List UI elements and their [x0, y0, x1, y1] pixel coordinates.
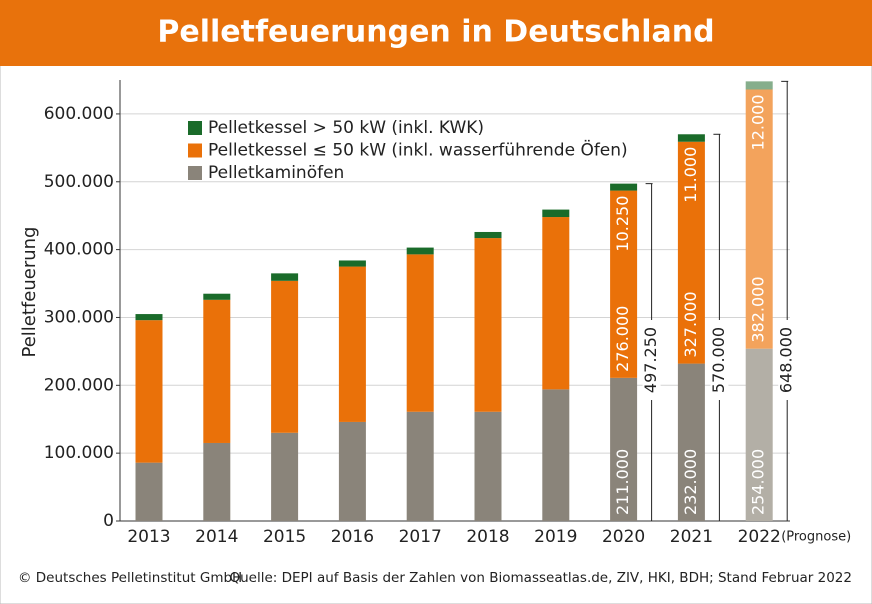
x-tick-label: 2019: [534, 527, 577, 547]
bar-segment: [610, 377, 638, 521]
bar-segment: [338, 421, 366, 521]
bar-segment: [610, 190, 638, 378]
x-tick-label: 2021: [670, 527, 713, 547]
bar-segment: [745, 89, 773, 349]
x-tick-label: 2014: [195, 527, 238, 547]
copyright: © Deutsches Pelletinstitut GmbH: [18, 570, 242, 586]
bar-segment: [135, 462, 163, 521]
value-label: 211.000: [613, 449, 632, 515]
bar-segment: [677, 141, 705, 364]
x-tick-label: 2022: [738, 527, 781, 547]
value-label: 254.000: [749, 449, 768, 515]
value-label: 11.000: [681, 147, 700, 203]
x-tick-label: 2018: [466, 527, 509, 547]
bar-segment: [542, 209, 570, 218]
bar-segment: [203, 442, 231, 521]
value-label: 276.000: [613, 306, 632, 372]
legend-swatch: [188, 143, 202, 158]
bar-segment: [203, 293, 231, 300]
legend-swatch: [188, 166, 202, 180]
legend-swatch: [188, 121, 202, 135]
value-label: 327.000: [681, 291, 700, 357]
bar-segment: [406, 247, 434, 255]
total-label-bg: [710, 320, 729, 400]
bar-segment: [745, 348, 773, 521]
bar-segment: [542, 217, 570, 390]
value-label: 10.250: [613, 196, 632, 252]
total-label-bg: [642, 320, 661, 400]
y-tick-label: 600.000: [44, 104, 114, 124]
bar-segment: [542, 389, 570, 521]
bar-segment: [203, 299, 231, 443]
bar-segment: [677, 134, 705, 142]
value-label: 12.000: [749, 94, 768, 150]
bar-segment: [474, 411, 502, 521]
bar-segment: [271, 280, 299, 433]
legend-label: Pelletkessel > 50 kW (inkl. KWK): [208, 118, 484, 138]
total-label: 570.000: [709, 327, 728, 393]
bar-segment: [135, 314, 163, 321]
header: [0, 0, 872, 66]
forecast-label: (Prognose): [781, 530, 851, 545]
value-label: 382.000: [749, 276, 768, 342]
bar-segment: [677, 363, 705, 521]
bar-segment: [406, 411, 434, 521]
bar-segment: [610, 183, 638, 191]
bar-segment: [135, 320, 163, 463]
y-tick-label: 500.000: [44, 172, 114, 192]
total-label: 648.000: [777, 327, 796, 393]
x-tick-label: 2017: [399, 527, 442, 547]
bar-segment: [271, 432, 299, 521]
bar-segment: [406, 254, 434, 412]
bar-segment: [271, 273, 299, 281]
bar-segment: [338, 260, 366, 267]
y-tick-label: 100.000: [44, 443, 114, 463]
x-tick-label: 2020: [602, 527, 645, 547]
bar-segment: [474, 238, 502, 412]
chart-title: Pelletfeuerungen in Deutschland: [157, 15, 714, 50]
total-label-bg: [778, 320, 797, 400]
source: Quelle: DEPI auf Basis der Zahlen von Bi…: [229, 570, 852, 586]
x-tick-label: 2015: [263, 527, 306, 547]
bar-segment: [338, 266, 366, 422]
legend-label: Pelletkessel ≤ 50 kW (inkl. wasserführen…: [208, 139, 628, 161]
bar-segment: [745, 81, 773, 90]
y-tick-label: 400.000: [44, 240, 114, 260]
x-tick-label: 2016: [331, 527, 374, 547]
total-label: 497.250: [641, 327, 660, 393]
legend-label: Pelletkaminöfen: [208, 163, 344, 183]
x-tick-label: 2013: [127, 527, 170, 547]
y-axis-label: Pelletfeuerung: [19, 227, 40, 358]
bar-segment: [474, 231, 502, 239]
y-tick-label: 300.000: [44, 307, 114, 327]
y-tick-label: 0: [103, 511, 114, 531]
value-label: 232.000: [681, 449, 700, 515]
y-tick-label: 200.000: [44, 375, 114, 395]
